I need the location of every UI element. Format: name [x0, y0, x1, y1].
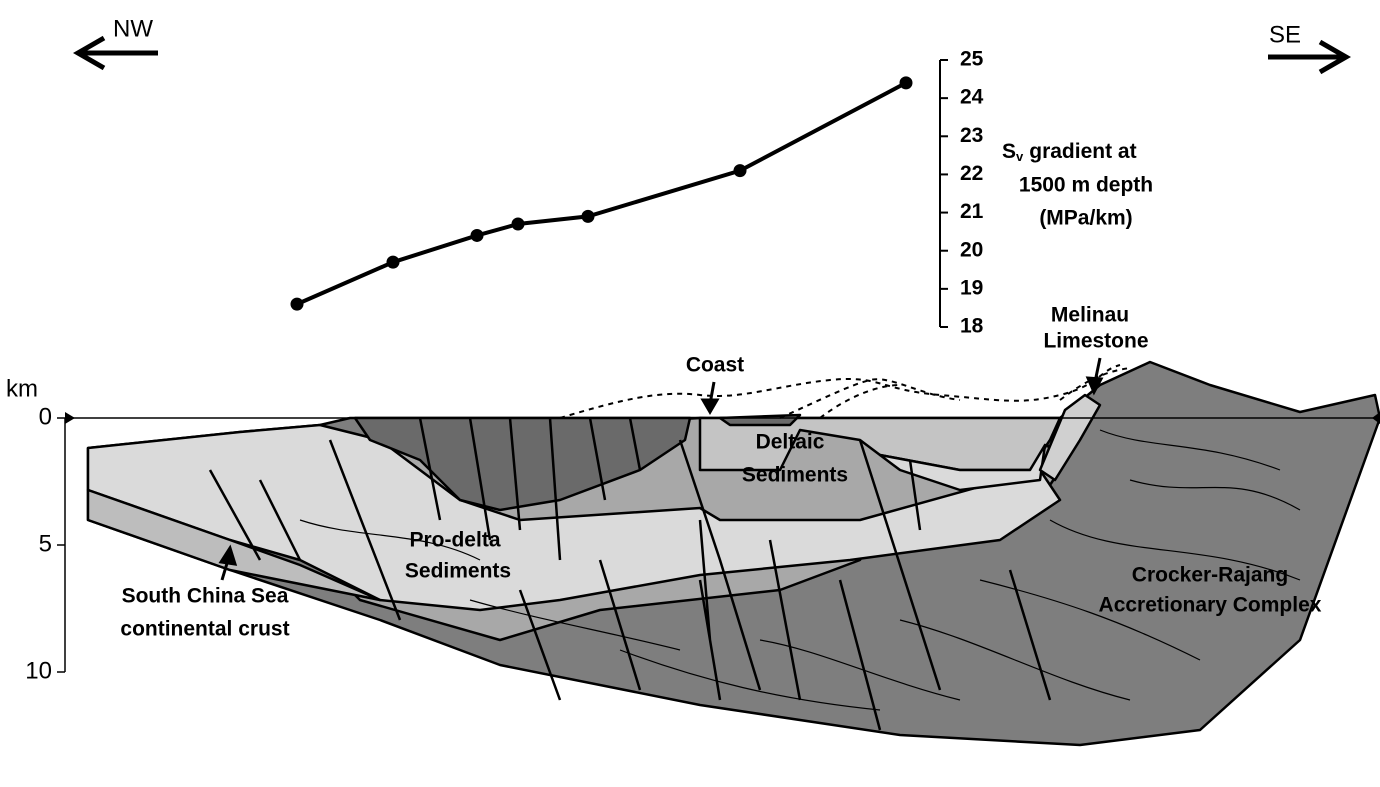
y-tick-label: 21	[960, 200, 984, 223]
depth-axis-label: km	[6, 375, 38, 402]
diagram: NW SE km Svgradient at 1500 m depth (MPa…	[0, 0, 1380, 787]
y-tick-label: 25	[960, 48, 984, 71]
data-point	[387, 256, 400, 269]
deltaic-label: Deltaic	[756, 431, 825, 454]
y-axis-label: (MPa/km)	[1039, 207, 1132, 230]
direction-label: SE	[1269, 21, 1301, 48]
coast-label: Coast	[686, 354, 744, 377]
melinau-label: Melinau	[1051, 304, 1129, 327]
direction-label: NW	[113, 15, 153, 42]
data-point	[471, 229, 484, 242]
nw-arrow	[78, 38, 158, 68]
data-point	[900, 76, 913, 89]
deltaic-label: Sediments	[742, 464, 848, 487]
y-tick-label: 18	[960, 315, 984, 338]
data-line	[297, 83, 906, 304]
depth-tick-label: 5	[39, 530, 52, 557]
data-point	[582, 210, 595, 223]
melinau-label: Limestone	[1043, 330, 1148, 353]
y-tick-label: 19	[960, 276, 983, 299]
sea-level-marker	[65, 412, 75, 424]
crust-label: continental crust	[120, 618, 289, 641]
prodelta-label: Pro-delta	[409, 529, 500, 552]
depth-tick-label: 10	[25, 657, 52, 684]
crocker-label: Crocker-Rajang	[1132, 564, 1288, 587]
coast-arrow	[703, 382, 717, 412]
prodelta-label: Sediments	[405, 560, 511, 583]
y-axis-label: 1500 m depth	[1019, 174, 1153, 197]
depth-tick-label: 0	[39, 403, 52, 430]
data-point	[734, 164, 747, 177]
y-tick-label: 20	[960, 238, 983, 261]
y-tick-label: 23	[960, 124, 983, 147]
data-point	[512, 218, 525, 231]
crocker-label: Accretionary Complex	[1099, 594, 1322, 617]
data-point	[291, 298, 304, 311]
y-tick-label: 24	[960, 86, 984, 109]
crust-label: South China Sea	[122, 585, 289, 608]
y-tick-label: 22	[960, 162, 983, 185]
cross-section	[88, 362, 1380, 745]
